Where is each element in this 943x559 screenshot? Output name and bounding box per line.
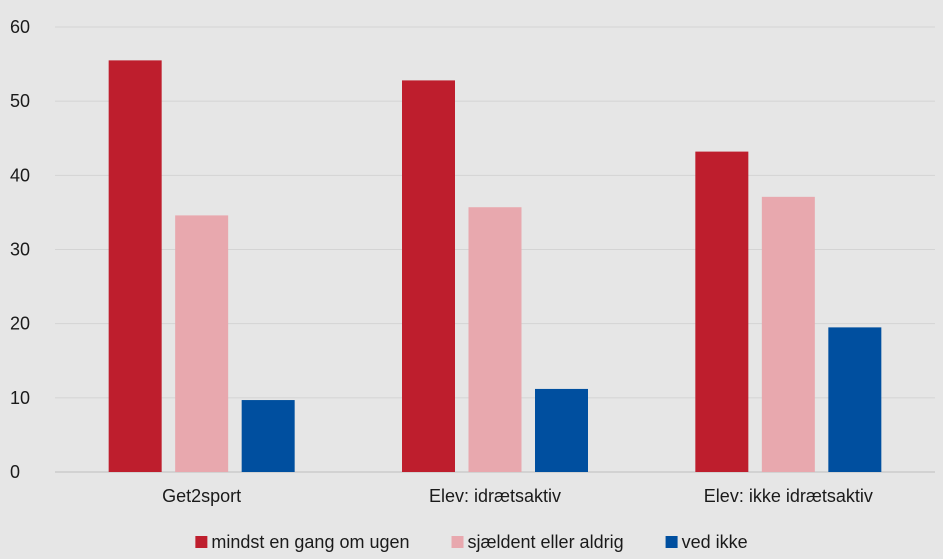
y-axis-ticks: 0 10 20 30 40 50 60: [10, 17, 30, 482]
legend-label: mindst en gang om ugen: [211, 532, 409, 552]
y-tick-label: 30: [10, 240, 30, 260]
y-tick-label: 20: [10, 314, 30, 334]
y-tick-label: 10: [10, 388, 30, 408]
bar-2-2: [468, 207, 522, 472]
y-tick-label: 40: [10, 165, 30, 185]
bars: [108, 60, 882, 473]
y-tick-label: 60: [10, 17, 30, 37]
bar-1-3: [695, 151, 749, 472]
legend-item: sjældent eller aldrig: [451, 532, 624, 552]
legend-swatch: [195, 536, 208, 548]
bar-3-1: [241, 400, 295, 472]
x-category-label: Get2sport: [162, 486, 241, 506]
y-tick-label: 50: [10, 91, 30, 111]
x-category-label: Elev: ikke idrætsaktiv: [704, 486, 873, 506]
legend-label: sjældent eller aldrig: [468, 532, 624, 552]
bar-3-2: [535, 388, 588, 472]
bar-3-3: [828, 327, 882, 472]
x-axis-categories: Get2sport Elev: idrætsaktiv Elev: ikke idr…: [162, 486, 873, 506]
legend: mindst en gang om ugen sjældent eller ald…: [195, 532, 748, 552]
x-category-label: Elev: idrætsaktiv: [429, 486, 561, 506]
legend-label: ved ikke: [682, 532, 748, 552]
bar-1-2: [402, 80, 455, 473]
y-tick-label: 0: [10, 462, 20, 482]
legend-item: mindst en gang om ugen: [195, 532, 410, 552]
legend-item: ved ikke: [665, 532, 748, 552]
bar-2-1: [175, 215, 229, 472]
legend-swatch: [451, 536, 464, 548]
bar-2-3: [761, 196, 815, 472]
legend-swatch: [665, 536, 678, 548]
bar-1-1: [108, 60, 162, 472]
